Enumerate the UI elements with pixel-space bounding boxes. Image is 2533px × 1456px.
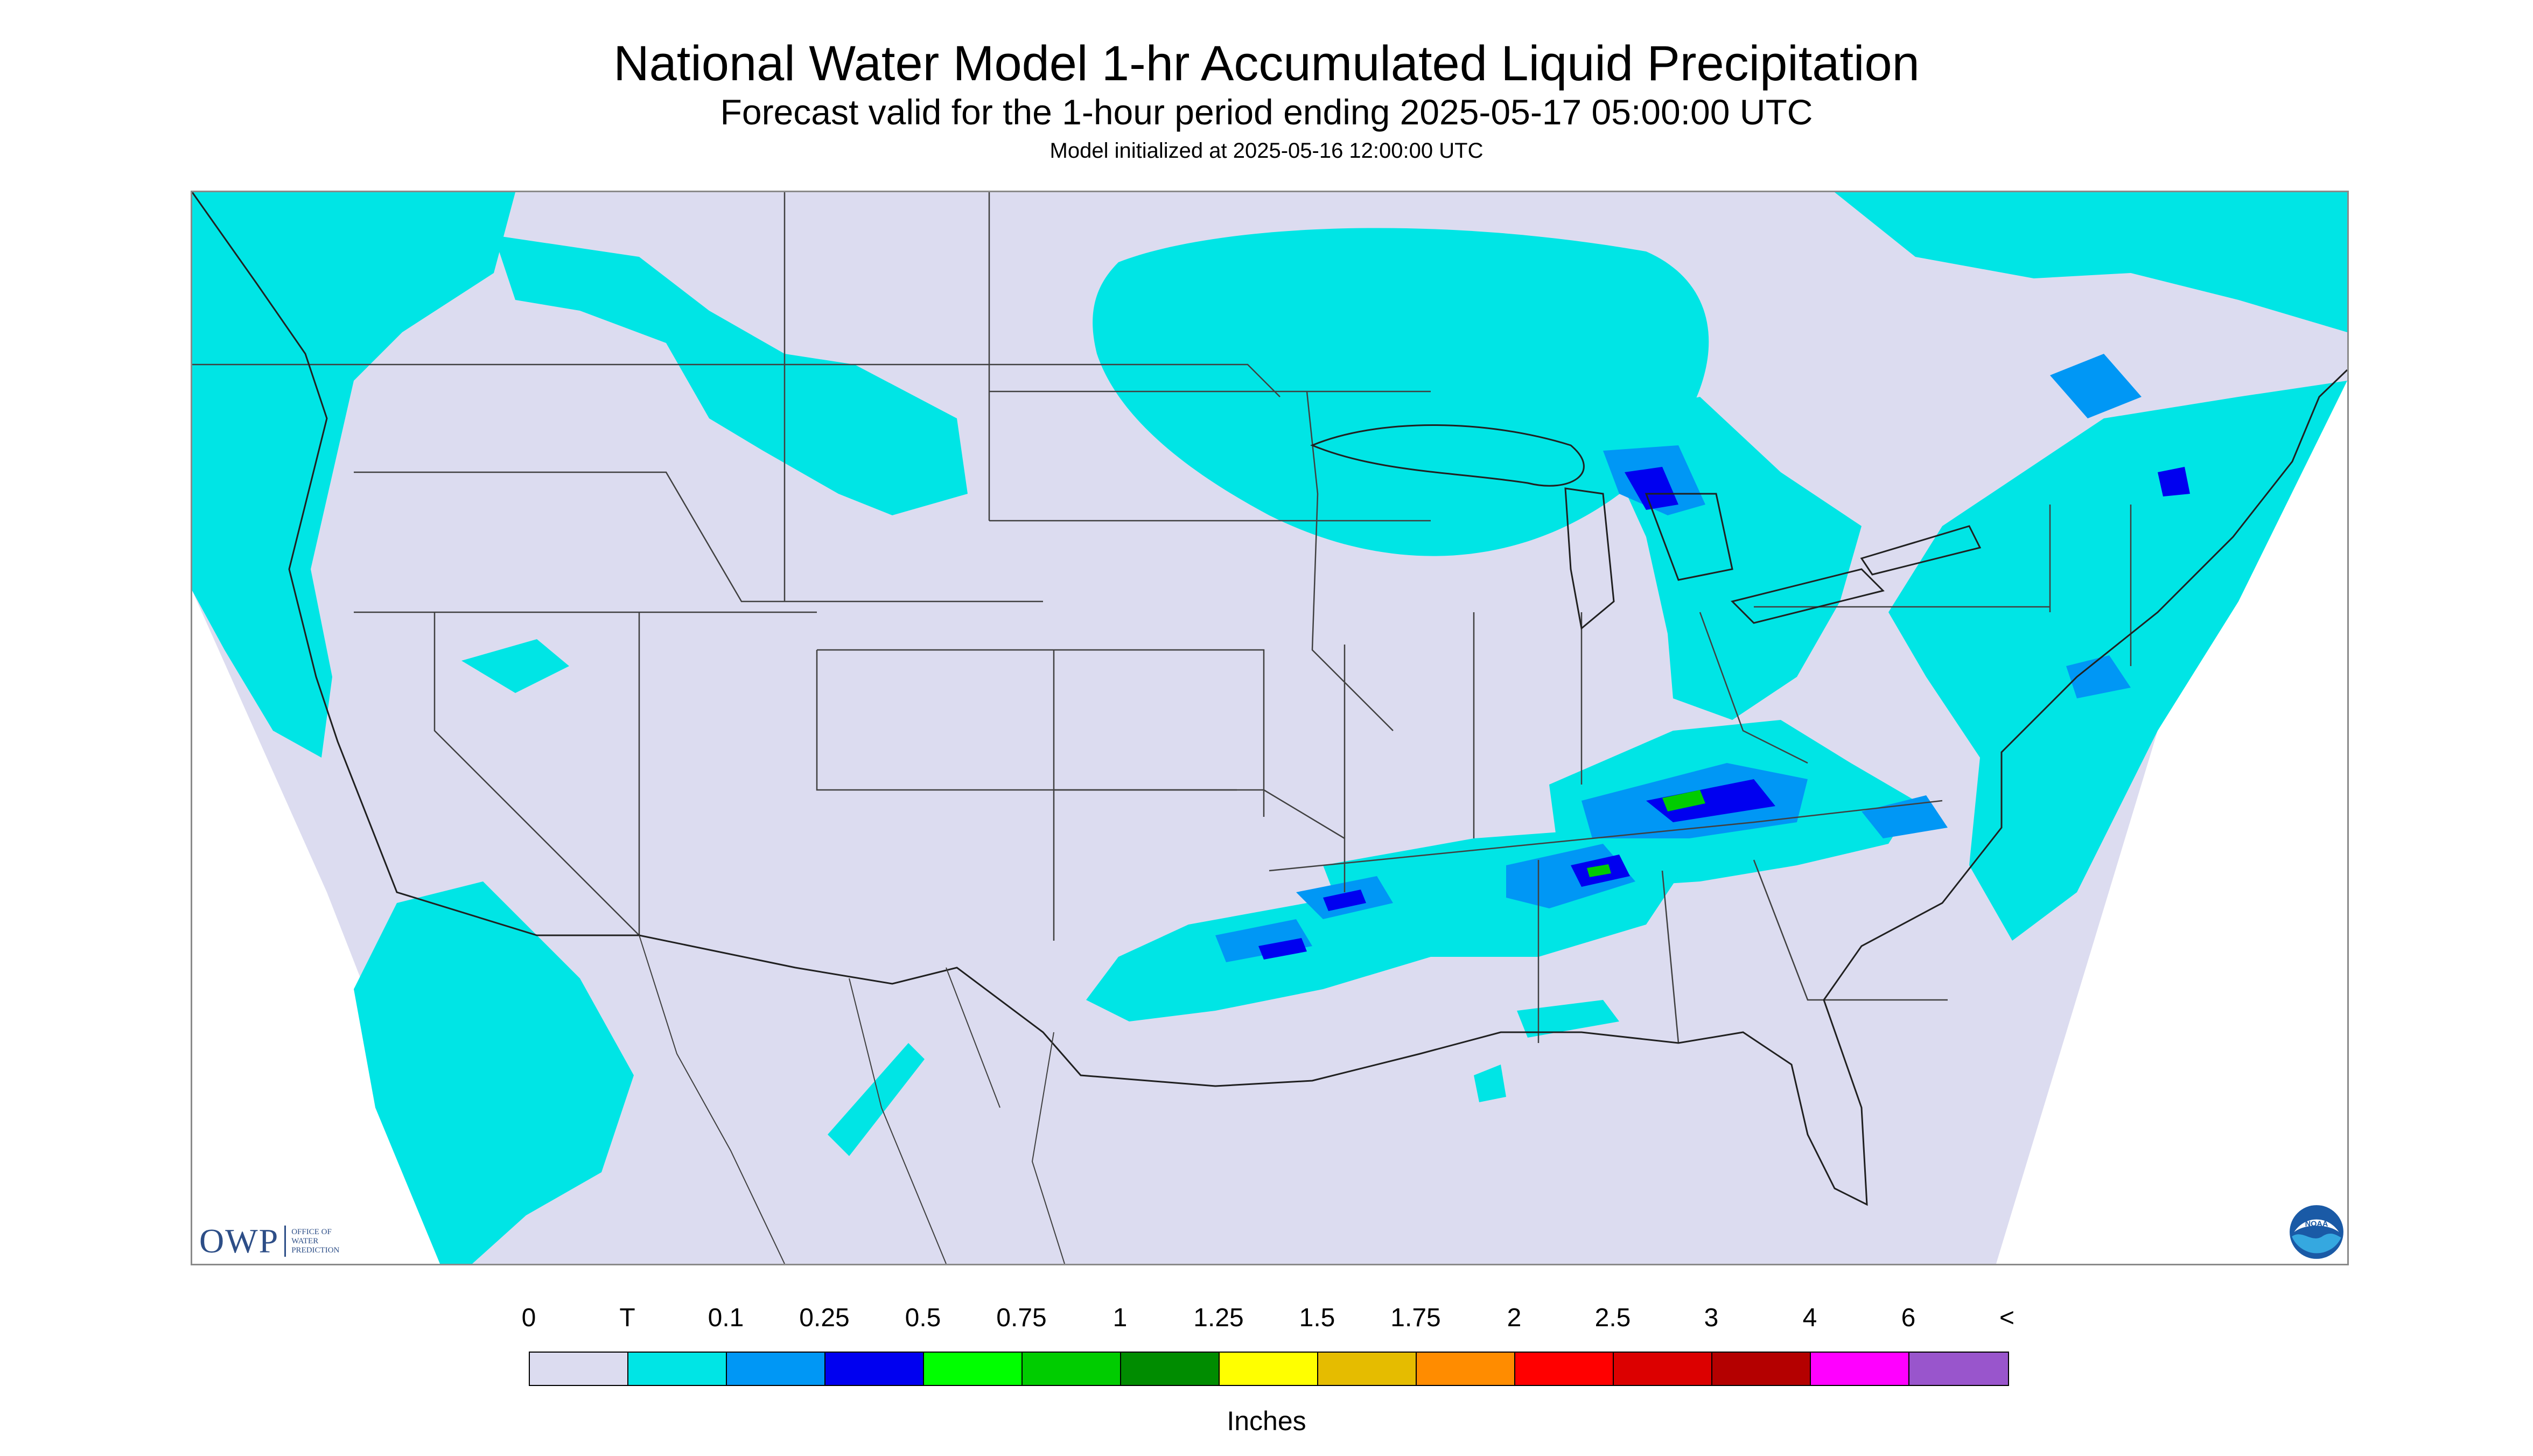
legend-tick-label: 2 bbox=[1507, 1304, 1522, 1332]
legend-swatch bbox=[727, 1353, 825, 1385]
legend-tick-label: T bbox=[619, 1304, 635, 1332]
precip-baja-mexico bbox=[354, 881, 634, 1264]
legend-tick-label: 1.5 bbox=[1299, 1304, 1335, 1332]
legend-swatch bbox=[825, 1353, 924, 1385]
chart-title: National Water Model 1-hr Accumulated Li… bbox=[613, 36, 1920, 91]
legend-tick-label: 1.75 bbox=[1390, 1304, 1441, 1332]
owp-sub-line: OFFICE OF bbox=[291, 1227, 332, 1236]
legend-swatch bbox=[1712, 1353, 1811, 1385]
precip-gulf-spots-2 bbox=[1474, 1065, 1506, 1102]
map-canvas bbox=[192, 192, 2347, 1264]
legend-tick-label: 0.25 bbox=[799, 1304, 850, 1332]
legend-swatch bbox=[1220, 1353, 1318, 1385]
mexico-boundaries bbox=[639, 935, 1065, 1264]
owp-sub-line: PREDICTION bbox=[291, 1245, 340, 1255]
legend-tick-label: 4 bbox=[1802, 1304, 1817, 1332]
legend-tick-label: 0.75 bbox=[996, 1304, 1047, 1332]
legend-swatch bbox=[1614, 1353, 1712, 1385]
legend-swatch bbox=[1811, 1353, 1909, 1385]
precip-nevada-spots bbox=[461, 639, 569, 693]
owp-logo: OWP OFFICE OF WATER PREDICTION bbox=[199, 1222, 339, 1260]
precip-quebec bbox=[1835, 192, 2347, 332]
noaa-logo-icon: NOAA bbox=[2290, 1205, 2343, 1259]
precip-idaho-montana bbox=[494, 235, 968, 515]
precip-mexico-streak bbox=[828, 1043, 925, 1156]
owp-logo-divider bbox=[284, 1226, 286, 1257]
precip-heavy-areas bbox=[1587, 790, 1705, 877]
legend-tick-label: 0.5 bbox=[905, 1304, 941, 1332]
legend-swatch bbox=[1121, 1353, 1220, 1385]
legend-swatch bbox=[1417, 1353, 1515, 1385]
precipitation-map[interactable] bbox=[191, 191, 2349, 1265]
precip-pacific-northwest bbox=[192, 192, 515, 758]
legend-swatch bbox=[1318, 1353, 1417, 1385]
legend-swatch bbox=[1909, 1353, 2008, 1385]
legend-swatch bbox=[628, 1353, 727, 1385]
legend-tick-label: 2.5 bbox=[1594, 1304, 1631, 1332]
legend-swatch bbox=[1515, 1353, 1614, 1385]
chart-subtitle: Forecast valid for the 1-hour period end… bbox=[720, 92, 1813, 132]
owp-sub-line: WATER bbox=[291, 1236, 319, 1245]
legend-labels: 0 T 0.1 0.25 0.5 0.75 1 1.25 1.5 1.75 2 2.5 3 4 6 < bbox=[0, 1303, 2533, 1335]
legend-tick-label: 1.25 bbox=[1193, 1304, 1244, 1332]
map-domain bbox=[192, 192, 2347, 1264]
coastlines bbox=[192, 192, 2347, 1206]
legend-tick-label: 1 bbox=[1112, 1304, 1128, 1332]
legend-swatch bbox=[1023, 1353, 1121, 1385]
legend-swatch bbox=[530, 1353, 628, 1385]
model-init-text: Model initialized at 2025-05-16 12:00:00… bbox=[1049, 139, 1484, 163]
precip-moderate-areas bbox=[1258, 467, 2190, 960]
legend-tick-label: < bbox=[1999, 1304, 2015, 1332]
legend-tick-label: 6 bbox=[1901, 1304, 1916, 1332]
owp-logo-text: OWP bbox=[199, 1222, 279, 1260]
legend-swatch bbox=[924, 1353, 1023, 1385]
legend-tick-label: 0.1 bbox=[708, 1304, 744, 1332]
state-boundaries bbox=[192, 192, 2132, 1044]
precip-gulf-spots bbox=[1517, 1000, 1619, 1038]
noaa-logo-text: NOAA bbox=[2305, 1220, 2328, 1229]
legend-units: Inches bbox=[1227, 1406, 1306, 1436]
legend-tick-label: 0 bbox=[521, 1304, 536, 1332]
great-lakes bbox=[1310, 424, 1585, 487]
legend-tick-label: 3 bbox=[1704, 1304, 1719, 1332]
precip-northeast bbox=[1888, 381, 2347, 941]
legend-colorbar bbox=[529, 1352, 2009, 1386]
owp-logo-subtext: OFFICE OF WATER PREDICTION bbox=[291, 1228, 339, 1255]
